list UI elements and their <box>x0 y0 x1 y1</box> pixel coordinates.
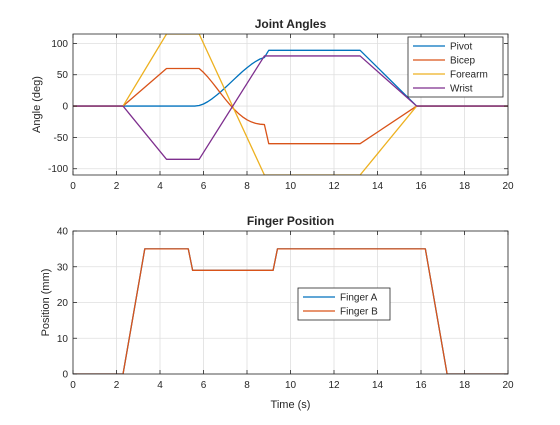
finger-position-legend: Finger A Finger B <box>297 287 391 321</box>
joint-angles-x-tick-label: 18 <box>459 181 471 192</box>
joint-angles-x-tick-label: 14 <box>372 181 384 192</box>
joint-angles-plot: Joint Angles Angle (deg) 0 2 4 6 8 10 12 14 16 18… <box>31 17 514 192</box>
joint-angles-x-tick-label: 6 <box>201 181 207 192</box>
finger-position-legend-box <box>297 287 391 321</box>
finger-position-ylabel: Position (mm) <box>40 269 52 337</box>
finger-position-x-tick-label: 2 <box>114 380 120 391</box>
joint-angles-x-tick-label: 12 <box>328 181 340 192</box>
legend-label-bicep: Bicep <box>450 56 475 67</box>
joint-angles-title: Joint Angles <box>255 17 327 31</box>
joint-angles-x-tick-label: 10 <box>285 181 297 192</box>
finger-position-title: Finger Position <box>247 214 334 228</box>
finger-position-plot: Finger Position Position (mm) Time (s) 0… <box>40 214 514 411</box>
joint-angles-x-tick-label: 4 <box>157 181 163 192</box>
finger-position-x-tick-label: 8 <box>244 380 250 391</box>
finger-position-x-tick-label: 10 <box>285 380 297 391</box>
finger-position-y-tick-label: 20 <box>57 298 69 309</box>
finger-position-x-tick-label: 0 <box>70 380 76 391</box>
joint-angles-series-pivot-line <box>73 49 508 107</box>
joint-angles-y-tick-label: 50 <box>57 70 69 81</box>
finger-position-x-tick-label: 12 <box>328 380 340 391</box>
joint-angles-x-tick-label: 8 <box>244 181 250 192</box>
legend-label-pivot: Pivot <box>450 42 472 53</box>
finger-position-series-finger-b-line <box>73 248 508 374</box>
finger-position-y-tick-label: 0 <box>62 370 68 381</box>
joint-angles-series-wrist-line <box>73 55 508 160</box>
finger-position-y-tick-label: 40 <box>57 227 69 238</box>
legend-label-wrist: Wrist <box>450 84 473 95</box>
finger-position-xlabel: Time (s) <box>271 399 311 411</box>
joint-angles-legend: Pivot Bicep Forearm Wrist <box>407 36 504 98</box>
joint-angles-y-tick-label: 100 <box>51 39 68 50</box>
finger-position-x-tick-label: 4 <box>157 380 163 391</box>
joint-angles-x-tick-label: 0 <box>70 181 76 192</box>
joint-angles-x-tick-label: 20 <box>502 181 514 192</box>
finger-position-x-tick-label: 14 <box>372 380 384 391</box>
legend-label-finger-a: Finger A <box>340 293 378 304</box>
legend-label-forearm: Forearm <box>450 70 488 81</box>
joint-angles-x-tick-label: 16 <box>415 181 427 192</box>
joint-angles-x-tick-label: 2 <box>114 181 120 192</box>
legend-label-finger-b: Finger B <box>340 307 378 318</box>
joint-angles-y-tick-label: -50 <box>54 133 69 144</box>
joint-angles-y-tick-label: -100 <box>48 164 68 175</box>
finger-position-x-tick-label: 16 <box>415 380 427 391</box>
finger-position-x-tick-label: 18 <box>459 380 471 391</box>
finger-position-y-tick-label: 10 <box>57 334 69 345</box>
finger-position-x-tick-label: 20 <box>502 380 514 391</box>
joint-angles-ylabel: Angle (deg) <box>31 76 43 133</box>
joint-angles-y-tick-label: 0 <box>62 102 68 113</box>
finger-position-y-tick-label: 30 <box>57 262 69 273</box>
joint-angles-series-forearm-line <box>73 34 508 175</box>
joint-angles-legend-box <box>407 36 504 98</box>
finger-position-x-tick-label: 6 <box>201 380 207 391</box>
